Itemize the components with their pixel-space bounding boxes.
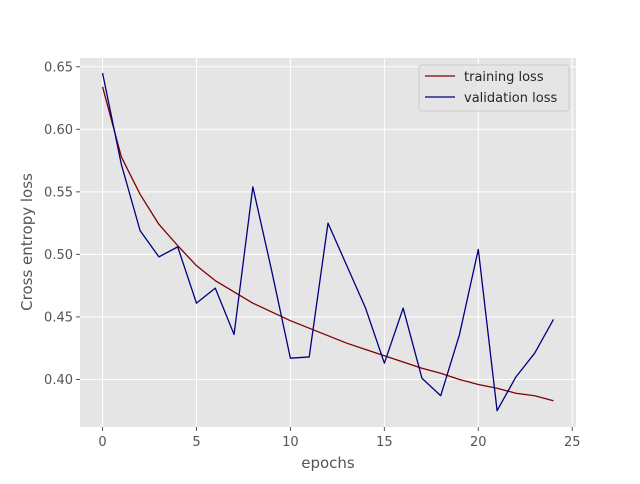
data-point-training-loss: [101, 86, 103, 88]
data-point-training-loss: [233, 291, 235, 293]
data-point-validation-loss: [214, 287, 216, 289]
data-point-training-loss: [421, 367, 423, 369]
series-line-validation-loss: [101, 72, 555, 412]
series-line-training-loss: [101, 86, 554, 402]
data-point-validation-loss: [533, 352, 535, 354]
x-axis-label: epochs: [301, 454, 355, 472]
y-tick-label: 0.50: [44, 248, 73, 263]
legend: training loss validation loss: [418, 64, 570, 112]
series-lines: [101, 72, 555, 412]
data-point-validation-loss: [364, 307, 366, 309]
data-point-validation-loss: [177, 246, 179, 248]
data-point-training-loss: [477, 383, 479, 385]
data-point-validation-loss: [515, 376, 517, 378]
data-point-training-loss: [195, 264, 197, 266]
x-tick-label: 0: [98, 435, 106, 450]
x-tick-label: 25: [564, 435, 581, 450]
x-tick-label: 15: [376, 435, 393, 450]
y-tick-label: 0.40: [44, 373, 73, 388]
x-tick-label: 10: [282, 435, 299, 450]
data-point-validation-loss: [233, 333, 235, 335]
data-point-training-loss: [214, 279, 216, 281]
data-point-training-loss: [458, 378, 460, 380]
y-axis-label: Cross entropy loss: [18, 173, 36, 311]
data-point-training-loss: [139, 193, 141, 195]
x-tick-label: 20: [470, 435, 487, 450]
data-point-training-loss: [308, 327, 310, 329]
data-point-validation-loss: [458, 333, 460, 335]
y-tick-label: 0.45: [44, 310, 73, 325]
legend-label-training-loss: training loss: [464, 70, 544, 85]
data-point-validation-loss: [101, 72, 103, 74]
data-point-validation-loss: [440, 395, 442, 397]
data-point-validation-loss: [195, 302, 197, 304]
data-point-training-loss: [515, 392, 517, 394]
data-point-validation-loss: [158, 256, 160, 258]
data-point-training-loss: [383, 355, 385, 357]
data-point-validation-loss: [252, 186, 254, 188]
grid-lines: [80, 58, 576, 427]
data-point-validation-loss: [139, 229, 141, 231]
data-point-validation-loss: [289, 357, 291, 359]
data-point-validation-loss: [383, 362, 385, 364]
data-point-training-loss: [158, 223, 160, 225]
data-point-training-loss: [289, 319, 291, 321]
data-point-training-loss: [346, 342, 348, 344]
y-tick-label: 0.65: [44, 60, 73, 75]
data-point-validation-loss: [120, 163, 122, 165]
data-point-training-loss: [402, 361, 404, 363]
y-tick-label: 0.60: [44, 123, 73, 138]
data-point-validation-loss: [402, 307, 404, 309]
data-point-training-loss: [440, 372, 442, 374]
y-tick-label: 0.55: [44, 185, 73, 200]
data-point-validation-loss: [496, 410, 498, 412]
data-point-training-loss: [327, 334, 329, 336]
data-point-training-loss: [364, 348, 366, 350]
data-point-training-loss: [552, 400, 554, 402]
data-point-validation-loss: [270, 269, 272, 271]
plot-background: [80, 58, 576, 427]
data-point-validation-loss: [308, 356, 310, 358]
x-tick-label: 5: [192, 435, 200, 450]
data-point-training-loss: [533, 395, 535, 397]
data-point-training-loss: [252, 302, 254, 304]
data-point-validation-loss: [346, 264, 348, 266]
data-point-validation-loss: [421, 377, 423, 379]
data-point-training-loss: [496, 387, 498, 389]
data-point-validation-loss: [477, 248, 479, 250]
data-point-validation-loss: [552, 318, 554, 320]
data-point-training-loss: [270, 311, 272, 313]
legend-label-validation-loss: validation loss: [464, 91, 557, 106]
legend-box: [418, 64, 570, 112]
axis-ticks: 0 5 10 15 20 25 0.40 0.45 0.50 0.55 0.60 0.65: [44, 60, 580, 450]
data-point-validation-loss: [327, 222, 329, 224]
